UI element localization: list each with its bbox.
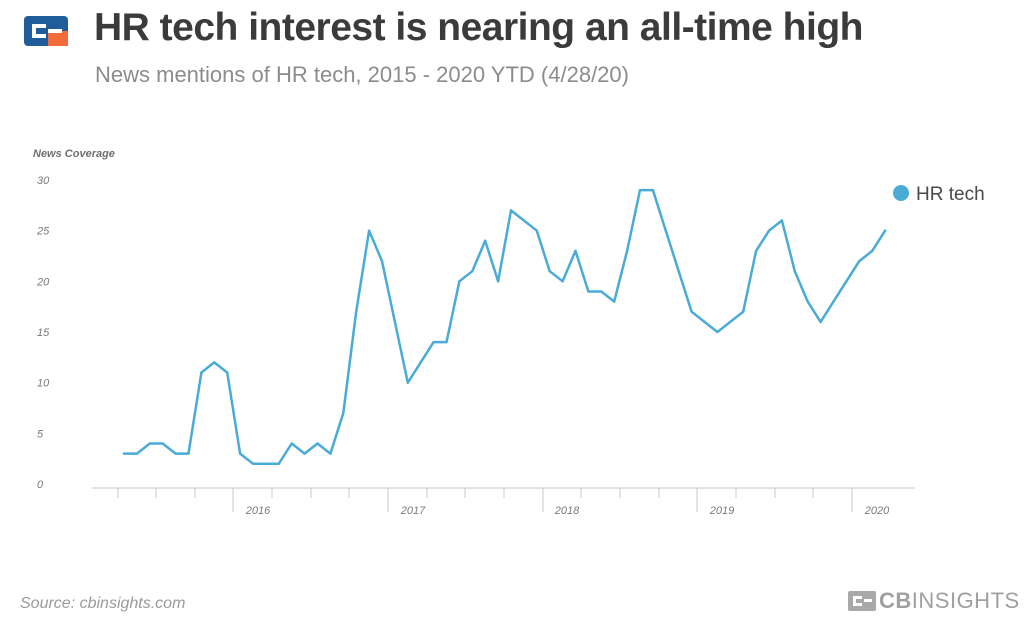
data-point [458,280,461,283]
data-point [316,442,319,445]
data-point [122,452,126,455]
data-point [484,239,487,242]
x-tick-label: 2017 [400,505,426,517]
data-point [148,442,151,445]
data-point [677,270,680,273]
data-point [419,361,422,364]
legend-marker-icon [893,185,909,201]
data-point [819,320,822,324]
data-point [406,381,409,384]
data-point [587,290,590,293]
source-note: Source: cbinsights.com [20,595,186,612]
data-point [754,249,758,253]
y-tick-label: 5 [37,428,44,440]
data-point [780,219,784,222]
brand-wordmark: CBINSIGHTS [848,588,1020,614]
data-point [187,452,190,455]
data-point [729,320,732,324]
data-point [664,229,667,232]
data-point [690,310,693,313]
data-point [638,188,642,192]
data-point [548,270,551,273]
data-point [471,270,474,273]
brand-cb: CB [879,588,912,613]
data-point [445,340,448,344]
data-point [793,270,796,273]
cbinsights-small-logo-icon [848,591,876,611]
data-point [716,330,719,334]
data-point [703,320,706,324]
page-subtitle: News mentions of HR tech, 2015 - 2020 YT… [95,62,629,87]
legend-label: HR tech [916,184,985,205]
y-tick-label: 20 [36,276,50,288]
data-point [238,452,242,455]
x-tick-label: 2020 [864,505,890,517]
data-point [290,442,293,445]
data-point [226,371,229,374]
data-point [342,411,345,415]
data-point [135,452,139,455]
y-axis-label: News Coverage [33,148,115,160]
chart-legend: HR tech [893,184,985,205]
data-point [277,462,280,465]
y-tick-label: 0 [37,479,44,491]
data-point [535,229,538,232]
data-point [858,259,861,263]
data-point [806,300,809,303]
data-point [561,280,564,283]
data-point [496,280,500,283]
data-point [871,249,874,253]
chart-series [122,188,887,465]
data-point [767,229,771,232]
y-tick-label: 30 [37,175,50,187]
data-point [303,452,306,455]
x-tick-label: 2019 [709,505,734,517]
data-point [574,249,577,253]
data-point [329,452,332,455]
cbinsights-logo-icon [24,16,68,46]
x-tick-label: 2018 [554,505,580,517]
data-point [613,300,616,303]
data-point [355,310,358,313]
data-point [251,462,255,465]
data-point [393,320,397,324]
data-point [522,219,526,222]
data-point [380,259,384,263]
data-point [883,229,887,232]
data-point [509,209,513,212]
chart-axes: 0 5 10 15 20 25 30 News Coverage 2016 2017 2018 201… [33,148,915,517]
data-point [213,361,216,364]
brand-insights: INSIGHTS [911,588,1020,613]
y-tick-label: 25 [36,226,50,238]
data-point [161,442,164,445]
page-title: HR tech interest is nearing an all-time … [94,6,864,49]
y-tick-label: 10 [37,378,50,390]
x-tick-label: 2016 [245,505,271,517]
series-line-hr-tech [122,188,887,465]
data-point [264,462,268,465]
data-point [625,249,629,253]
data-point [600,290,603,293]
data-point [432,340,435,344]
data-point [174,452,177,455]
data-point [832,300,835,303]
data-point [200,371,203,374]
data-point [845,280,848,283]
y-tick-label: 15 [37,327,50,339]
data-point [651,188,655,192]
data-point [742,310,745,313]
data-point [367,229,371,232]
